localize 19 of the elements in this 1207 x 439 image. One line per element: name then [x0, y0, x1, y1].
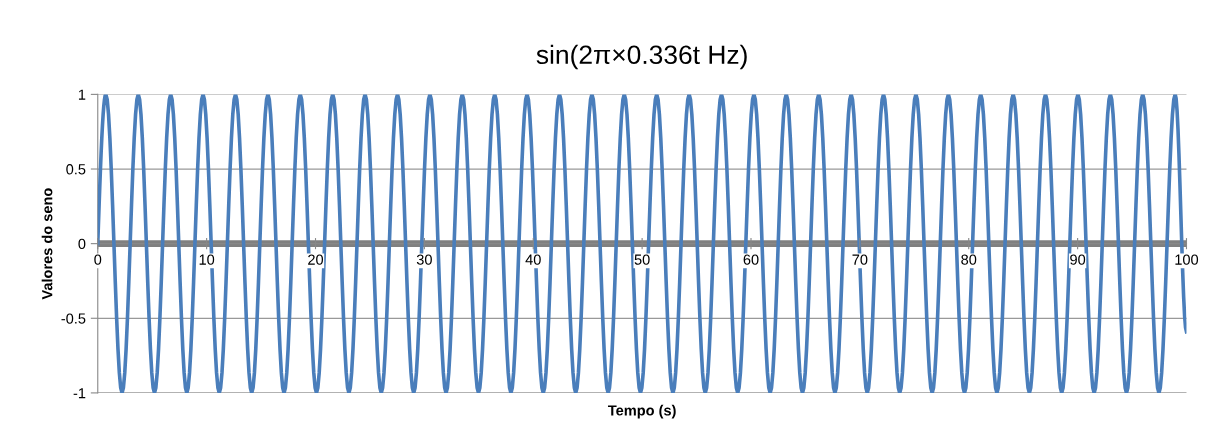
x-tick-label: 30 [416, 254, 432, 265]
y-tick-label: 0.5 [66, 164, 86, 175]
x-tick-label: 0 [94, 254, 102, 265]
y-tick-label: -0.5 [61, 313, 86, 324]
x-tick-label: 10 [199, 254, 215, 265]
x-axis-title: Tempo (s) [607, 404, 676, 419]
x-tick-label: 40 [525, 254, 541, 265]
x-tick-label: 90 [1070, 254, 1086, 265]
y-tick-label: 0 [78, 238, 86, 250]
y-axis-title: Valores do seno [41, 188, 53, 300]
y-tick-label: -1 [73, 388, 86, 399]
x-tick-label: 70 [852, 254, 868, 265]
x-tick-label: 60 [743, 254, 759, 265]
x-tick-label: 100 [1175, 254, 1199, 265]
chart-title: sin(2π×0.336t Hz) [536, 44, 747, 70]
x-tick-label: 50 [634, 254, 650, 265]
x-tick-label: 20 [308, 254, 324, 265]
x-tick-label: 80 [961, 254, 977, 265]
y-tick-label: 1 [78, 89, 86, 100]
